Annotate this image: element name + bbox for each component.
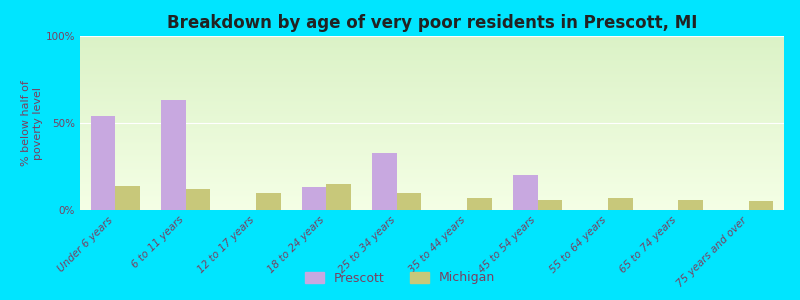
Bar	[678, 200, 703, 210]
Bar	[90, 116, 115, 210]
Bar	[397, 193, 422, 210]
Title: Breakdown by age of very poor residents in Prescott, MI: Breakdown by age of very poor residents …	[167, 14, 697, 32]
Bar	[372, 153, 397, 210]
Bar	[115, 186, 140, 210]
Bar	[467, 198, 492, 210]
Bar	[608, 198, 633, 210]
Bar	[161, 100, 186, 210]
Bar	[256, 193, 281, 210]
Bar	[186, 189, 210, 210]
Bar	[749, 201, 774, 210]
Y-axis label: % below half of
poverty level: % below half of poverty level	[22, 80, 43, 166]
Bar	[513, 175, 538, 210]
Bar	[302, 188, 326, 210]
Legend: Prescott, Michigan: Prescott, Michigan	[299, 265, 501, 291]
Bar	[538, 200, 562, 210]
Bar	[326, 184, 351, 210]
